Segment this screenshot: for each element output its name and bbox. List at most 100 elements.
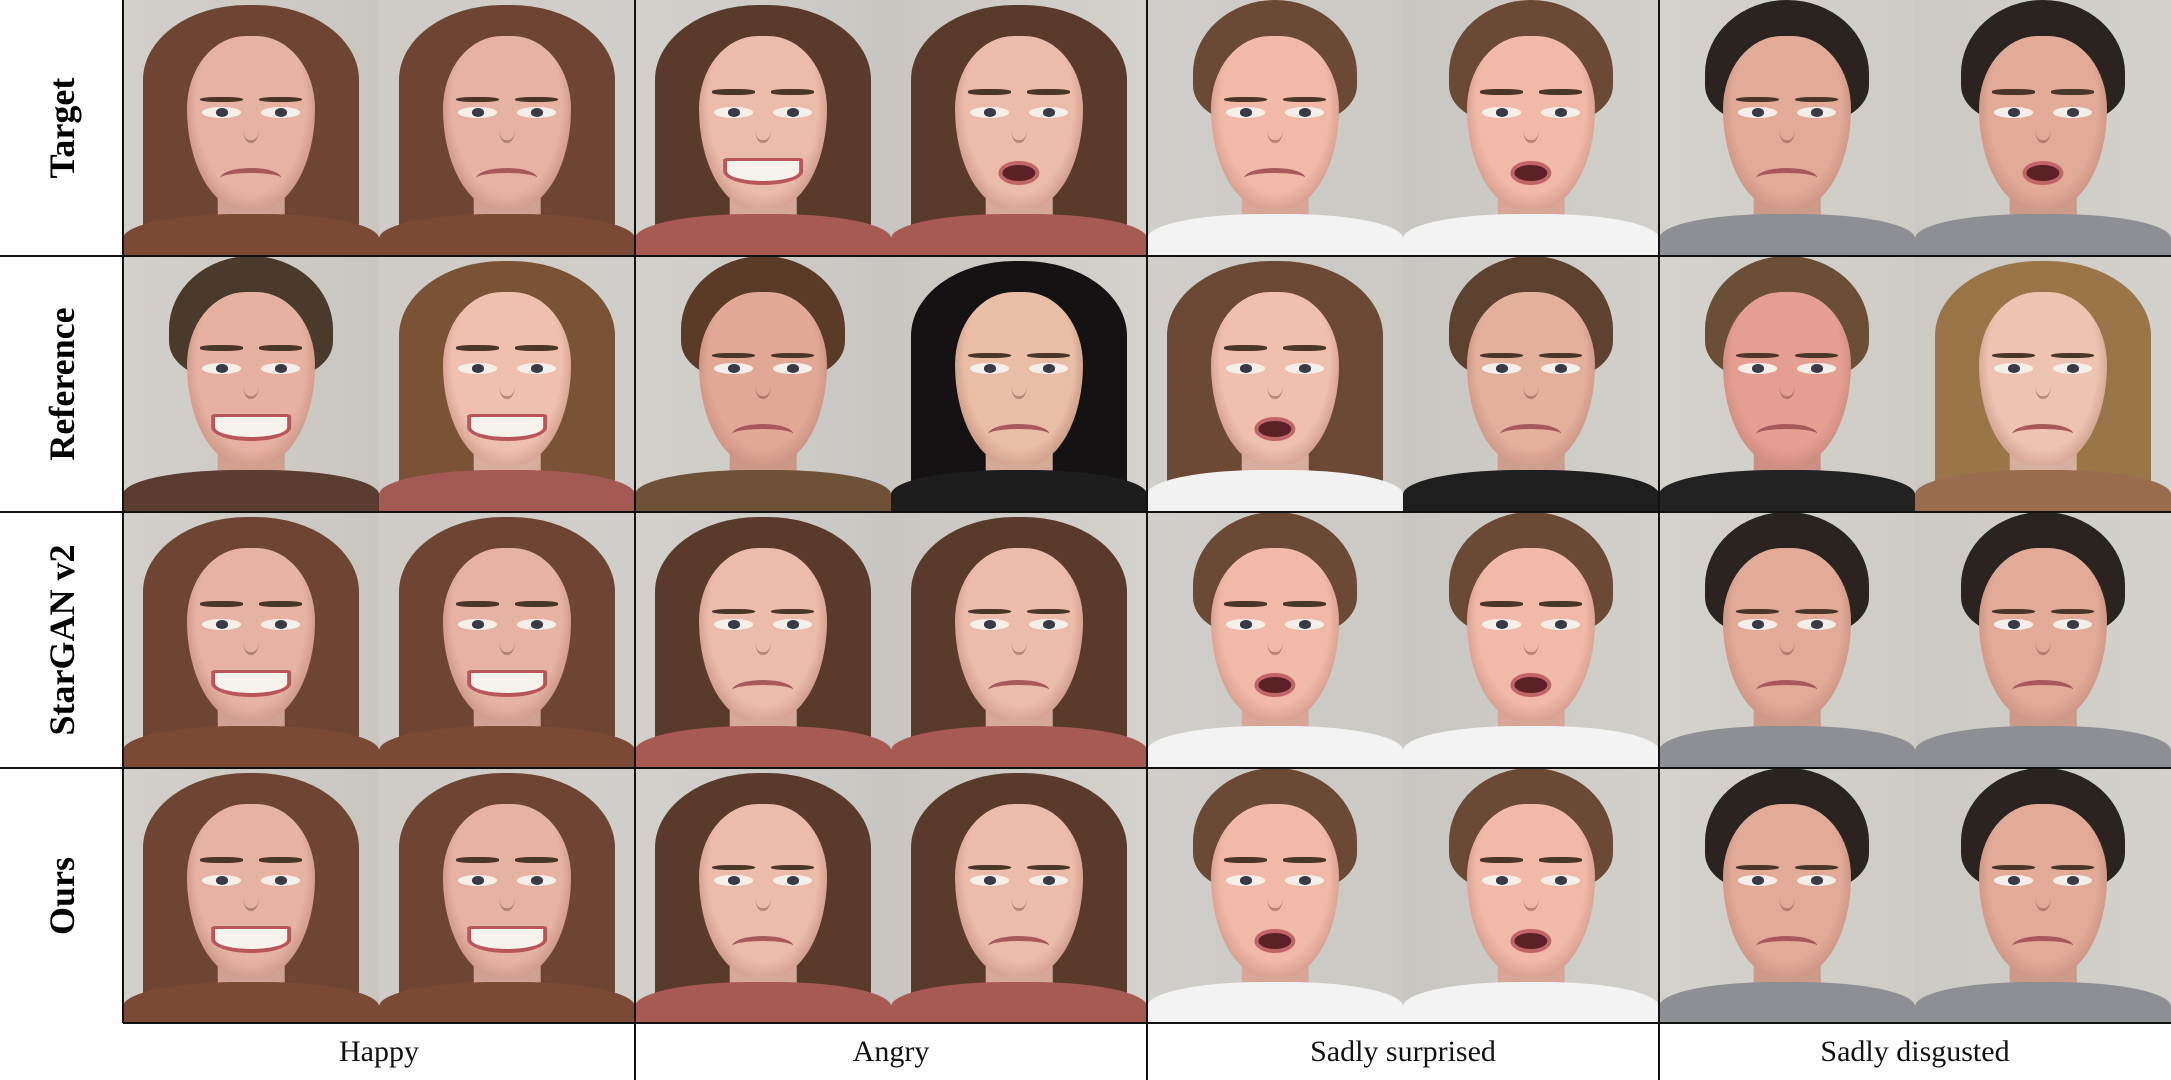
right-eye [773,107,812,118]
right-eyebrow [2050,89,2095,95]
left-eyebrow [1735,96,1780,103]
mouth [988,680,1050,700]
right-eye [1285,107,1324,118]
face-portrait [635,0,891,255]
column-divider [634,0,636,1080]
face-image [635,512,891,767]
face-portrait [1659,512,1915,767]
left-eyebrow [199,96,244,103]
left-eyebrow [1223,96,1268,103]
left-eyebrow [711,608,756,615]
column-divider [1658,0,1660,1080]
face-portrait [123,256,379,511]
face-image [891,256,1147,511]
shirt [1659,214,1915,255]
nose [1779,624,1795,656]
nose [1011,624,1027,656]
face-image [1659,512,1915,767]
face-image [1659,0,1915,255]
right-eye [1541,875,1580,886]
left-eyebrow [711,864,756,871]
right-eye [1541,107,1580,118]
left-eyebrow [1479,352,1524,359]
nose [499,112,515,144]
left-eyebrow [1479,89,1524,95]
face-portrait [123,768,379,1023]
left-eyebrow [199,601,244,607]
left-eye [714,363,753,374]
face-portrait [1659,768,1915,1023]
shirt [1915,470,2171,511]
mouth [1756,424,1818,444]
mouth [211,414,291,442]
shirt [635,214,891,255]
left-eyebrow [967,89,1012,95]
left-eyebrow [199,345,244,351]
face-portrait [1147,512,1403,767]
shirt [1147,470,1403,511]
face-image [1147,768,1403,1023]
row-divider [0,255,123,257]
nose [1011,880,1027,912]
left-eyebrow [1991,352,2036,359]
nose [1267,112,1283,144]
right-eye [773,363,812,374]
right-eyebrow [770,352,815,359]
left-eye [1738,875,1777,886]
nose [1523,624,1539,656]
mouth [1254,416,1296,442]
face-portrait [1659,0,1915,255]
mouth [211,670,291,698]
face-image [891,768,1147,1023]
left-eyebrow [1479,857,1524,863]
face-portrait [379,768,635,1023]
left-eye [1738,619,1777,630]
right-eye [517,619,556,630]
face-portrait [123,0,379,255]
face-portrait [1659,256,1915,511]
shirt [1403,726,1659,767]
mouth [1244,168,1306,188]
shirt [891,982,1147,1023]
mouth [1510,928,1552,954]
shirt [1915,726,2171,767]
shirt [1659,726,1915,767]
right-eye [773,619,812,630]
right-eye [1285,619,1324,630]
left-eyebrow [1223,857,1268,863]
nose [243,624,259,656]
right-eyebrow [1794,864,1839,871]
left-eye [970,875,1009,886]
right-eyebrow [514,96,559,103]
right-eyebrow [1538,89,1583,95]
right-eyebrow [1282,601,1327,607]
nose [1267,880,1283,912]
left-eye [1994,875,2033,886]
nose [1523,112,1539,144]
left-eyebrow [967,352,1012,359]
mouth [1510,672,1552,698]
left-eye [714,875,753,886]
right-eyebrow [1026,608,1071,615]
left-eye [714,107,753,118]
right-eyebrow [258,345,303,351]
left-eye [1994,107,2033,118]
shirt [123,470,379,511]
right-eyebrow [1282,345,1327,351]
face-portrait [891,512,1147,767]
mouth [467,926,547,954]
face-image [123,512,379,767]
row-label-stargan-v2: StarGAN v2 [41,544,82,736]
mouth [732,680,794,700]
left-eyebrow [1223,345,1268,351]
right-eyebrow [1026,352,1071,359]
face-portrait [123,512,379,767]
left-eyebrow [1735,608,1780,615]
right-eyebrow [2050,864,2095,871]
column-label-happy: Happy [339,1034,419,1068]
mouth [1756,936,1818,956]
left-eyebrow [967,864,1012,871]
shirt [1403,214,1659,255]
face-portrait [891,768,1147,1023]
face-image [379,768,635,1023]
